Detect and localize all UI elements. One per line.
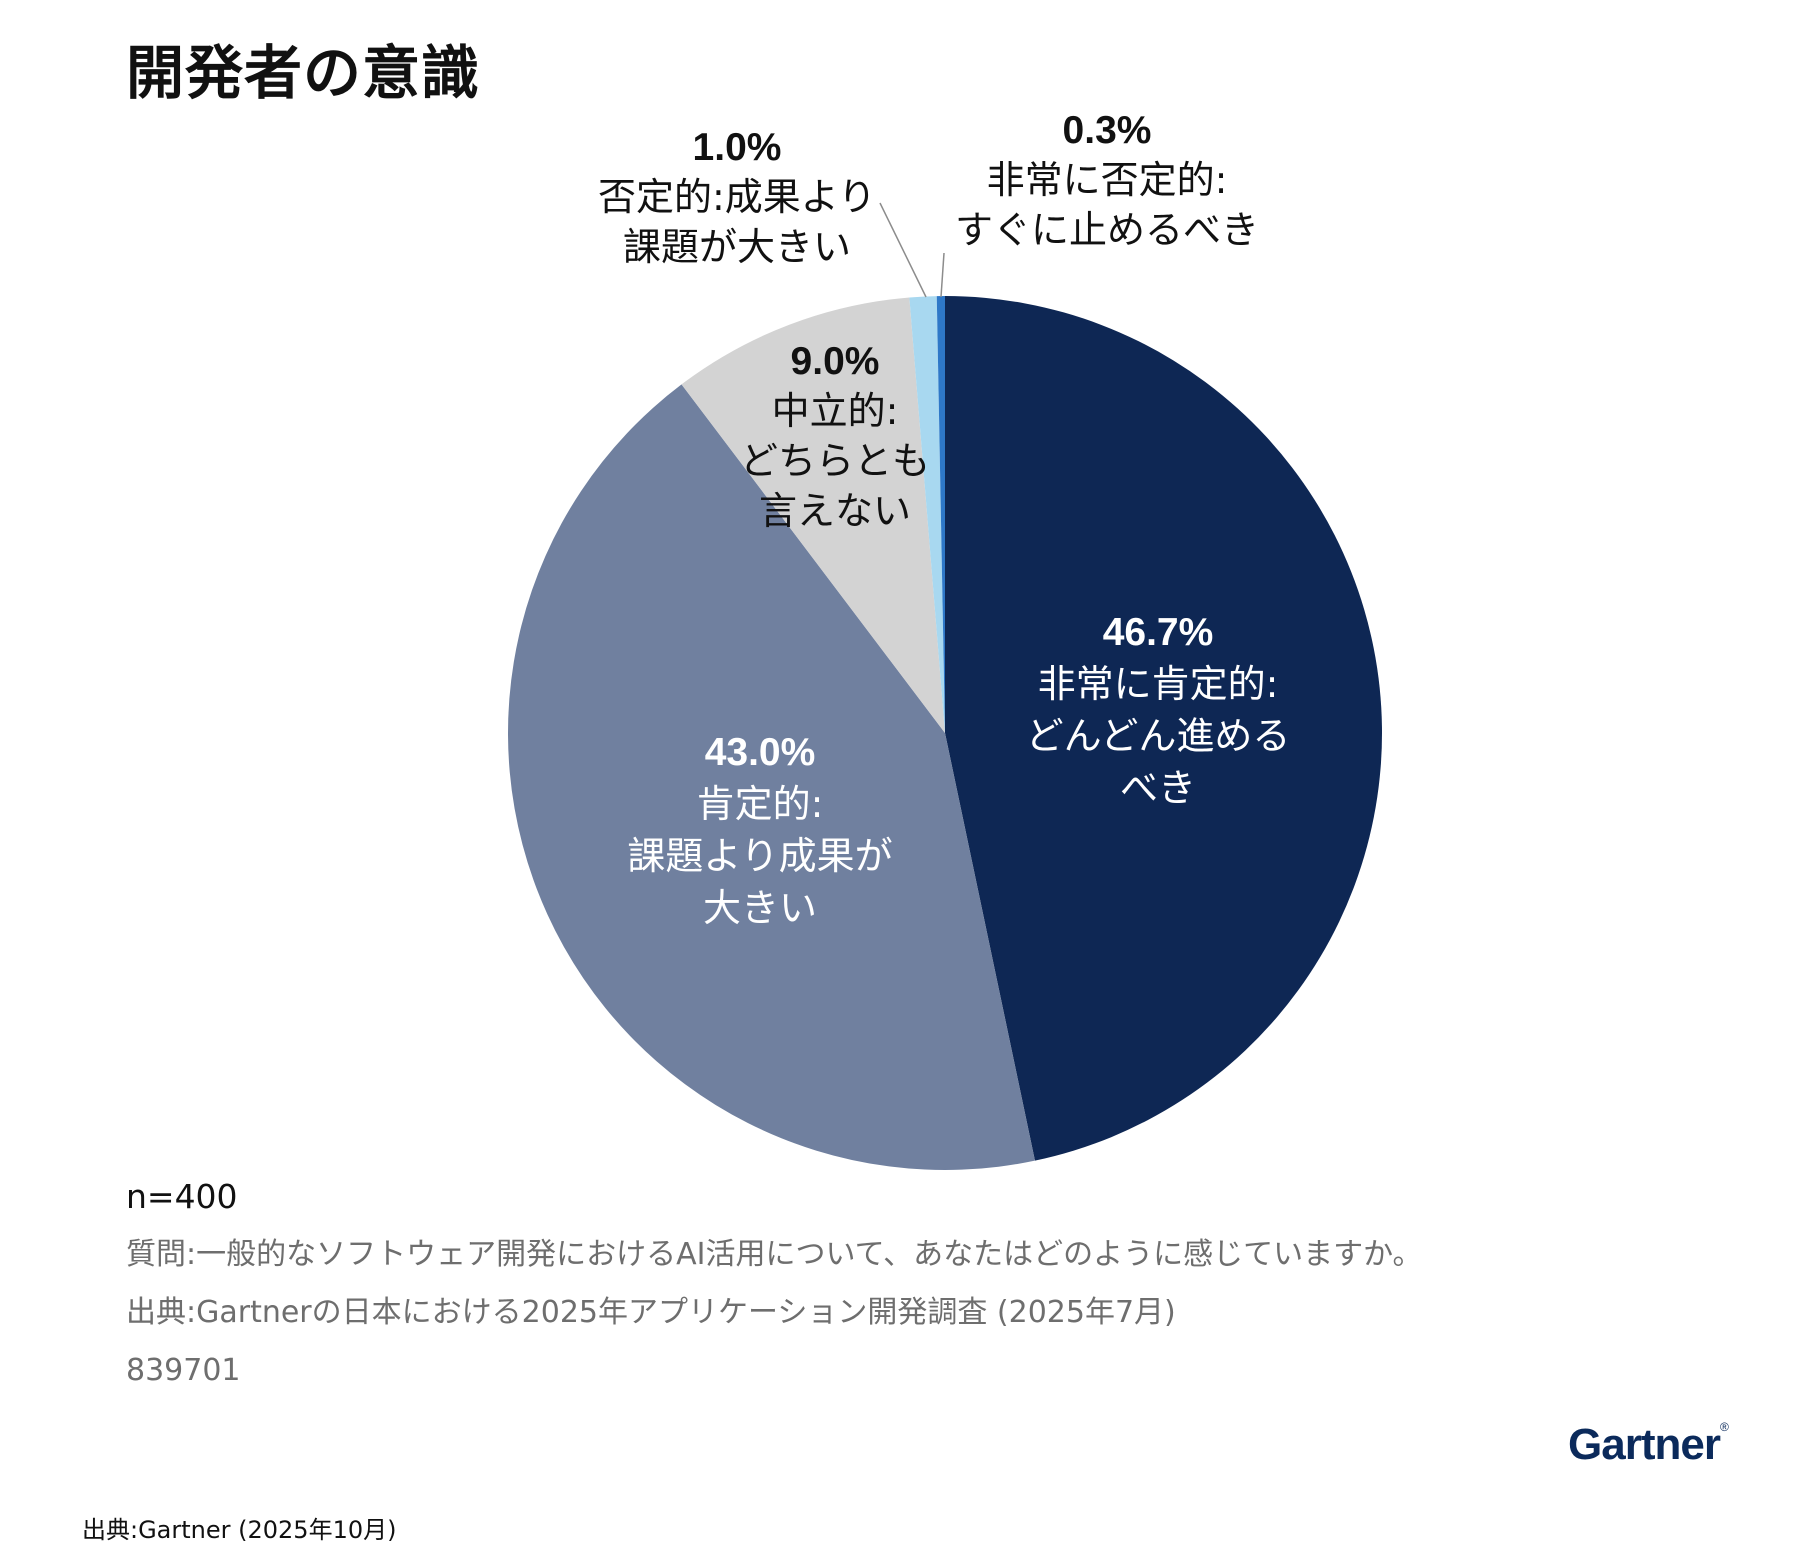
slice-category-label-3: 中立的: xyxy=(772,389,899,433)
slice-category-label-5: 非常に否定的: xyxy=(987,158,1228,202)
pie-slice-2 xyxy=(507,384,1035,1170)
chart-title: 開発者の意識 xyxy=(126,39,481,107)
pie-slice-3 xyxy=(681,297,945,733)
slice-category-label-1: どんどん進める xyxy=(1026,714,1291,758)
leader-lines xyxy=(879,202,945,298)
slice-category-label-1: 非常に肯定的: xyxy=(1038,662,1279,706)
survey-question: 質問:一般的なソフトウェア開発におけるAI活用について、あなたはどのように感じて… xyxy=(126,1237,1423,1272)
sample-size: n=400 xyxy=(126,1177,238,1216)
document-id: 839701 xyxy=(126,1353,241,1388)
slice-percent-label-1: 46.7% xyxy=(1103,611,1214,654)
slice-category-label-2: 肯定的: xyxy=(697,782,824,826)
pie-slices xyxy=(507,296,1382,1170)
slice-category-label-2: 課題より成果が xyxy=(627,834,892,878)
slice-percent-label-3: 9.0% xyxy=(791,340,880,383)
slice-category-label-1: べき xyxy=(1120,766,1196,810)
pie-slice-5 xyxy=(936,296,945,733)
leader-line-4 xyxy=(879,202,927,298)
gartner-logo: Gartner® xyxy=(1568,1420,1729,1469)
pie-slice-4 xyxy=(909,296,945,733)
slice-percent-label-2: 43.0% xyxy=(705,731,816,774)
survey-source: 出典:Gartnerの日本における2025年アプリケーション開発調査 (2025… xyxy=(126,1295,1176,1330)
slice-category-label-4: 課題が大きい xyxy=(623,225,851,269)
slice-category-label-3: どちらとも xyxy=(740,439,930,483)
pie-slice-1 xyxy=(945,296,1382,1161)
slice-category-label-5: すぐに止めるべき xyxy=(955,208,1259,252)
slice-percent-label-4: 1.0% xyxy=(693,126,782,169)
page-footer-source: 出典:Gartner (2025年10月) xyxy=(82,1516,397,1544)
slice-category-label-3: 言えない xyxy=(759,489,911,533)
chart-notes: n=400 質問:一般的なソフトウェア開発におけるAI活用について、あなたはどの… xyxy=(126,1168,1422,1400)
slice-category-label-4: 否定的:成果より xyxy=(598,175,876,219)
leader-line-5 xyxy=(940,252,945,298)
slice-percent-label-5: 0.3% xyxy=(1063,109,1152,152)
slice-category-label-2: 大きい xyxy=(703,886,817,930)
